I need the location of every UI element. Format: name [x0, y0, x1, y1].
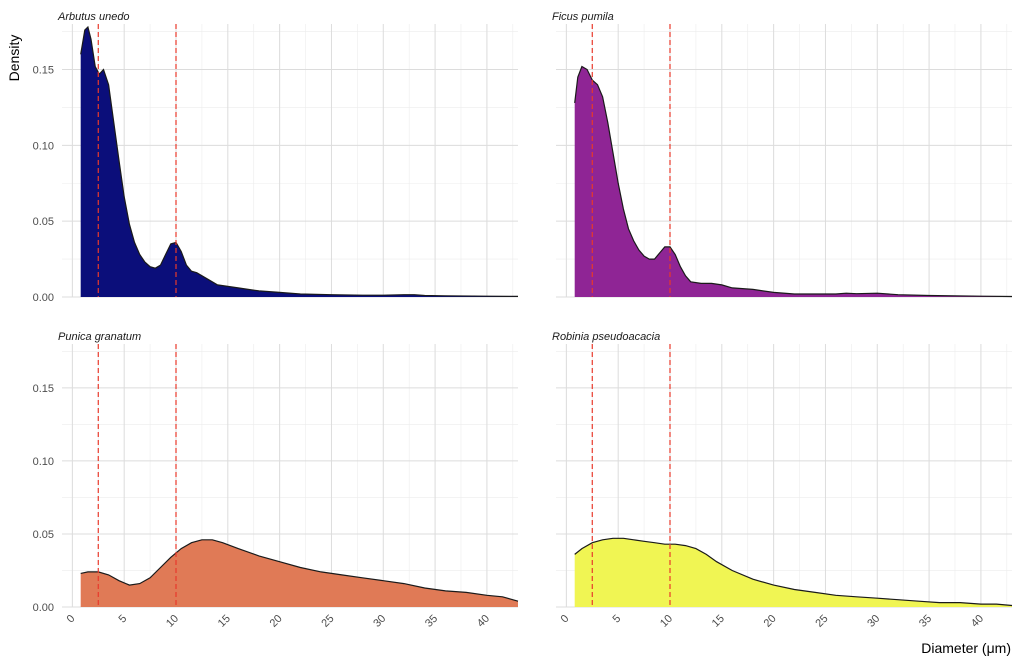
- density-area: [574, 66, 1012, 297]
- x-tick-label: 0: [559, 613, 572, 626]
- density-area: [80, 539, 518, 607]
- x-tick-label: 20: [762, 613, 779, 630]
- x-tick-label: 5: [610, 613, 623, 626]
- x-tick-label: 0: [65, 613, 78, 626]
- x-tick-label: 10: [164, 613, 181, 630]
- x-tick-label: 20: [268, 613, 285, 630]
- facet-title: Ficus pumila: [552, 11, 614, 23]
- facet-panel: Ficus pumila: [552, 11, 1013, 298]
- facet-title: Robinia pseudoacacia: [552, 331, 660, 343]
- x-axis-title: Diameter (μm): [921, 640, 1011, 656]
- x-tick-label: 25: [319, 613, 336, 630]
- y-tick-label: 0.05: [33, 216, 54, 228]
- density-area: [80, 27, 518, 297]
- x-tick-label: 15: [216, 613, 233, 630]
- x-tick-label: 35: [917, 613, 934, 630]
- x-tick-label: 40: [475, 613, 492, 630]
- y-tick-label: 0.00: [33, 292, 54, 304]
- y-axis-title: Density: [6, 35, 22, 82]
- y-tick-label: 0.15: [33, 383, 54, 395]
- y-tick-label: 0.15: [33, 65, 54, 77]
- facet-panel: Robinia pseudoacacia 0 5 10 15 20 25 30 35 40: [552, 331, 1013, 630]
- density-area: [574, 538, 1012, 607]
- density-line: [574, 65, 1013, 298]
- density-line: [80, 25, 519, 297]
- facet-title: Arbutus unedo: [57, 11, 130, 23]
- x-tick-label: 15: [710, 613, 727, 630]
- facet-panel: Arbutus unedo 0.00 0.05 0.10 0.15: [33, 11, 519, 304]
- facet-title: Punica granatum: [58, 331, 141, 343]
- y-tick-label: 0.10: [33, 456, 54, 468]
- y-tick-label: 0.00: [33, 602, 54, 614]
- x-tick-label: 35: [423, 613, 440, 630]
- x-tick-label: 10: [658, 613, 675, 630]
- x-tick-label: 5: [116, 613, 129, 626]
- x-tick-label: 30: [865, 613, 882, 630]
- x-tick-label: 40: [969, 613, 986, 630]
- x-tick-label: 30: [371, 613, 388, 630]
- facet-panel: Punica granatum 0.00 0.05 0.10 0.15 0 5 10 15 20 2…: [33, 331, 519, 630]
- density-line: [80, 539, 519, 602]
- density-line: [574, 537, 1013, 607]
- y-tick-label: 0.10: [33, 140, 54, 152]
- x-tick-label: 25: [813, 613, 830, 630]
- y-tick-label: 0.05: [33, 529, 54, 541]
